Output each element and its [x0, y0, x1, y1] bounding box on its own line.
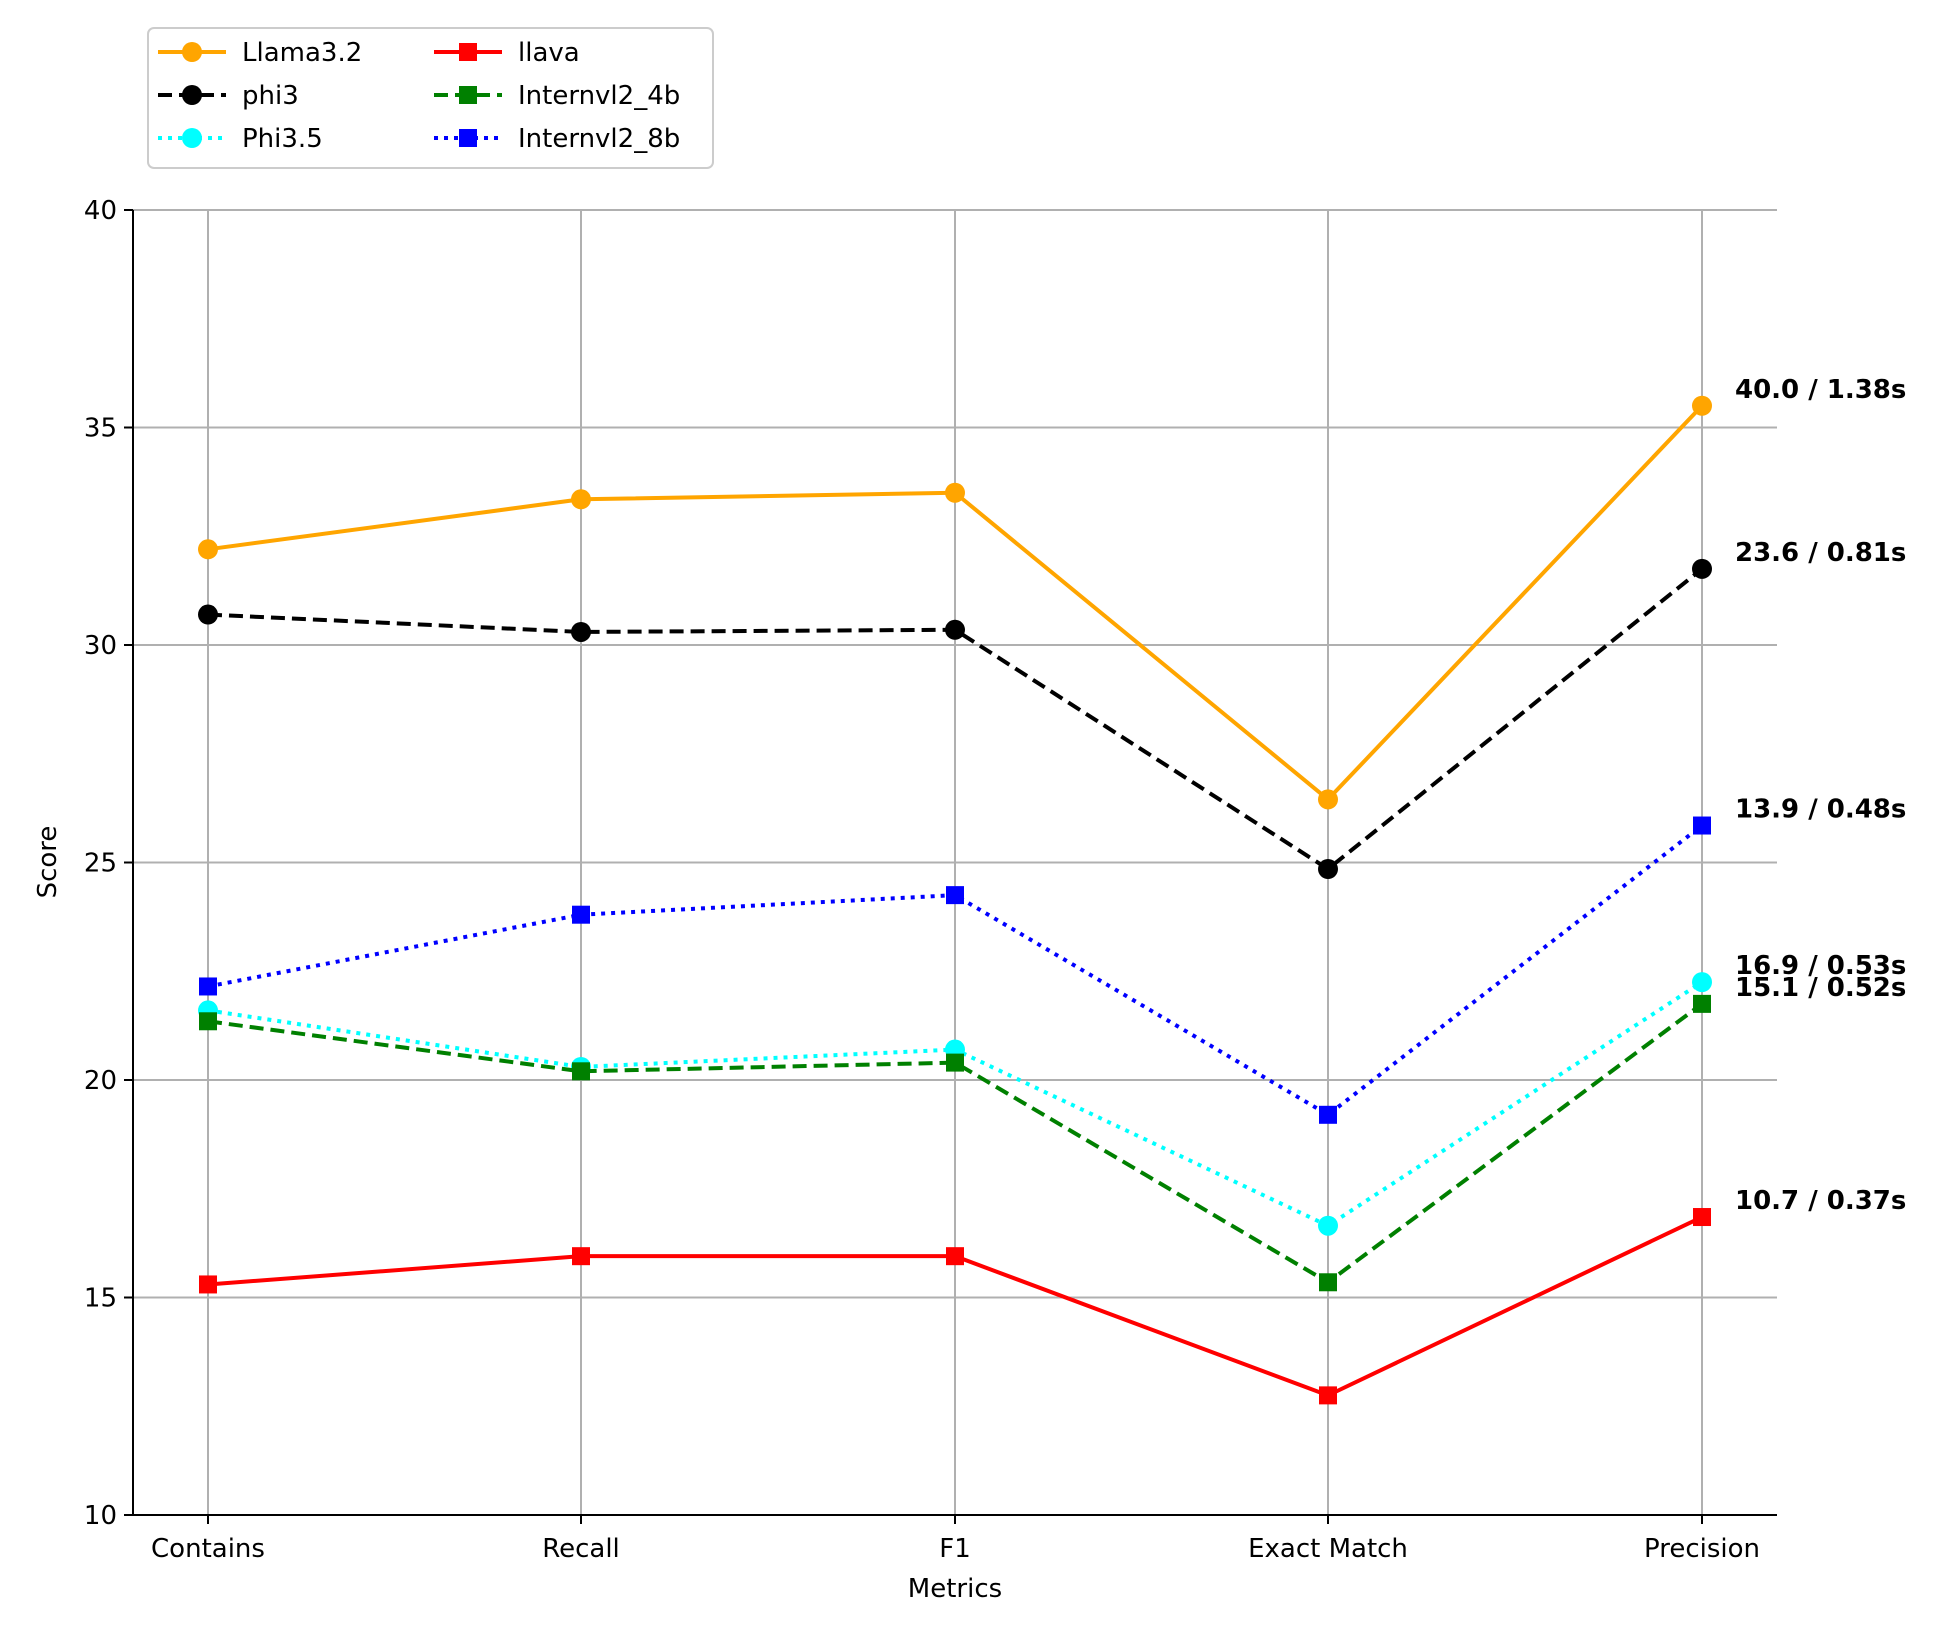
x-tick-label: Precision — [1644, 1534, 1760, 1564]
end-label: 40.0 / 1.38s — [1735, 375, 1906, 405]
data-point — [198, 604, 218, 625]
data-point — [1693, 1208, 1711, 1227]
legend-label: Llama3.2 — [242, 38, 362, 68]
grid — [133, 209, 1777, 1515]
x-tick-label: Contains — [151, 1534, 265, 1564]
legend-label: Internvl2_8b — [518, 124, 680, 154]
series-Internvl2_8b — [199, 816, 1711, 1124]
legend-label: phi3 — [242, 81, 299, 111]
legend-marker — [182, 85, 202, 105]
end-labels: 40.0 / 1.38s 23.6 / 0.81s 16.9 / 0.53s 10.7… — [1735, 375, 1906, 1216]
y-tick-label: 40 — [84, 196, 117, 226]
data-point — [199, 1012, 217, 1031]
data-point — [572, 1247, 590, 1266]
data-point — [199, 1275, 217, 1294]
end-label: 13.9 / 0.48s — [1735, 795, 1906, 825]
y-tick-label: 35 — [84, 414, 117, 444]
data-point — [1693, 816, 1711, 835]
data-point — [199, 977, 217, 996]
data-point — [1692, 558, 1712, 579]
data-point — [1318, 789, 1338, 810]
series-Internvl2_4b — [199, 994, 1711, 1292]
legend-item: Llama3.2 — [158, 38, 362, 68]
data-point — [1693, 994, 1711, 1013]
legend-item: Internvl2_4b — [434, 81, 680, 111]
y-tick-label: 10 — [84, 1501, 117, 1531]
legend-marker — [459, 129, 477, 147]
end-label: 23.6 / 0.81s — [1735, 538, 1906, 568]
legend-item: llava — [434, 38, 580, 68]
y-axis-label: Score — [33, 826, 63, 899]
legend-label: Phi3.5 — [242, 124, 323, 154]
series-phi3 — [198, 558, 1712, 880]
legend-label: Internvl2_4b — [518, 81, 680, 111]
x-tick-label: Exact Match — [1248, 1534, 1408, 1564]
data-point — [945, 482, 965, 503]
series-llava — [199, 1208, 1711, 1405]
legend-item: phi3 — [158, 81, 299, 111]
legend-label: llava — [518, 38, 580, 68]
end-label: 10.7 / 0.37s — [1735, 1186, 1906, 1216]
data-point — [1692, 972, 1712, 993]
legend-marker — [459, 86, 477, 104]
data-point — [946, 1247, 964, 1266]
x-tick-label: Recall — [542, 1534, 620, 1564]
y-tick-label: 15 — [84, 1284, 117, 1314]
data-point — [1319, 1386, 1337, 1405]
ticks: Contains Recall F1 Exact Match Precision 10 15… — [84, 196, 1760, 1564]
data-point — [1319, 1273, 1337, 1292]
data-point — [946, 886, 964, 905]
data-point — [198, 539, 218, 560]
data-point — [571, 621, 591, 642]
data-point — [946, 1053, 964, 1072]
data-point — [1319, 1105, 1337, 1124]
data-point — [945, 619, 965, 640]
y-tick-label: 25 — [84, 849, 117, 879]
data-point — [1318, 1215, 1338, 1236]
series-Llama3.2 — [198, 395, 1712, 810]
x-tick-label: F1 — [939, 1534, 971, 1564]
series-line — [207, 823, 1704, 1117]
y-tick-label: 30 — [84, 631, 117, 661]
legend-marker — [182, 128, 202, 148]
data-point — [1692, 395, 1712, 416]
legend-item: Internvl2_8b — [434, 124, 680, 154]
data-point — [1318, 859, 1338, 880]
data-point — [572, 905, 590, 924]
series — [198, 395, 1712, 1405]
legend-marker — [459, 43, 477, 61]
legend: Llama3.2 phi3 Phi3.5 llava Internvl2_4b Inter… — [147, 27, 714, 169]
end-label: 16.9 / 0.53s — [1735, 951, 1906, 981]
legend-item: Phi3.5 — [158, 124, 323, 154]
data-point — [572, 1062, 590, 1081]
legend-frame — [147, 27, 714, 169]
y-tick-label: 20 — [84, 1066, 117, 1096]
data-point — [571, 489, 591, 510]
legend-marker — [182, 42, 202, 62]
x-axis-label: Metrics — [908, 1574, 1002, 1604]
end-label: 15.1 / 0.52s — [1735, 973, 1906, 1003]
